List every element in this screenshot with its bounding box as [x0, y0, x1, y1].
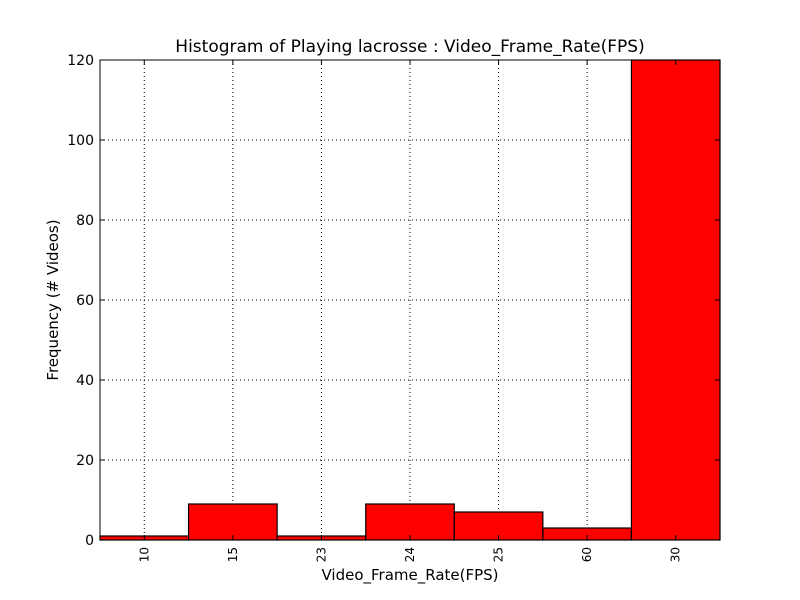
y-tick-label: 40: [76, 373, 94, 389]
y-axis-label: Frequency (# Videos): [44, 219, 62, 380]
y-tick-label: 0: [85, 533, 94, 549]
x-tick-label: 60: [580, 547, 594, 562]
bar-30: [630, 59, 721, 541]
bar-15: [187, 503, 278, 541]
x-tick-label: 25: [492, 547, 506, 562]
x-axis-label: Video_Frame_Rate(FPS): [321, 566, 498, 585]
y-tick-label: 100: [67, 133, 94, 149]
x-tick-label: 24: [403, 547, 417, 562]
x-axis-ticks: 10 15 23 24 25 60 30: [137, 60, 683, 562]
bar-24: [365, 503, 455, 541]
y-tick-label: 80: [76, 213, 94, 229]
x-tick-label: 23: [314, 547, 328, 562]
y-axis-ticks: 0 20 40 60 80 100 120: [67, 53, 720, 549]
grid-lines: [100, 59, 720, 541]
chart-title: Histogram of Playing lacrosse : Video_Fr…: [175, 37, 644, 57]
y-tick-label: 120: [67, 53, 94, 69]
x-tick-label: 15: [226, 547, 240, 562]
bars-group: [99, 59, 721, 541]
x-tick-label: 30: [669, 547, 683, 562]
x-tick-label: 10: [137, 547, 151, 562]
y-tick-label: 20: [76, 453, 94, 469]
y-tick-label: 60: [76, 293, 94, 309]
